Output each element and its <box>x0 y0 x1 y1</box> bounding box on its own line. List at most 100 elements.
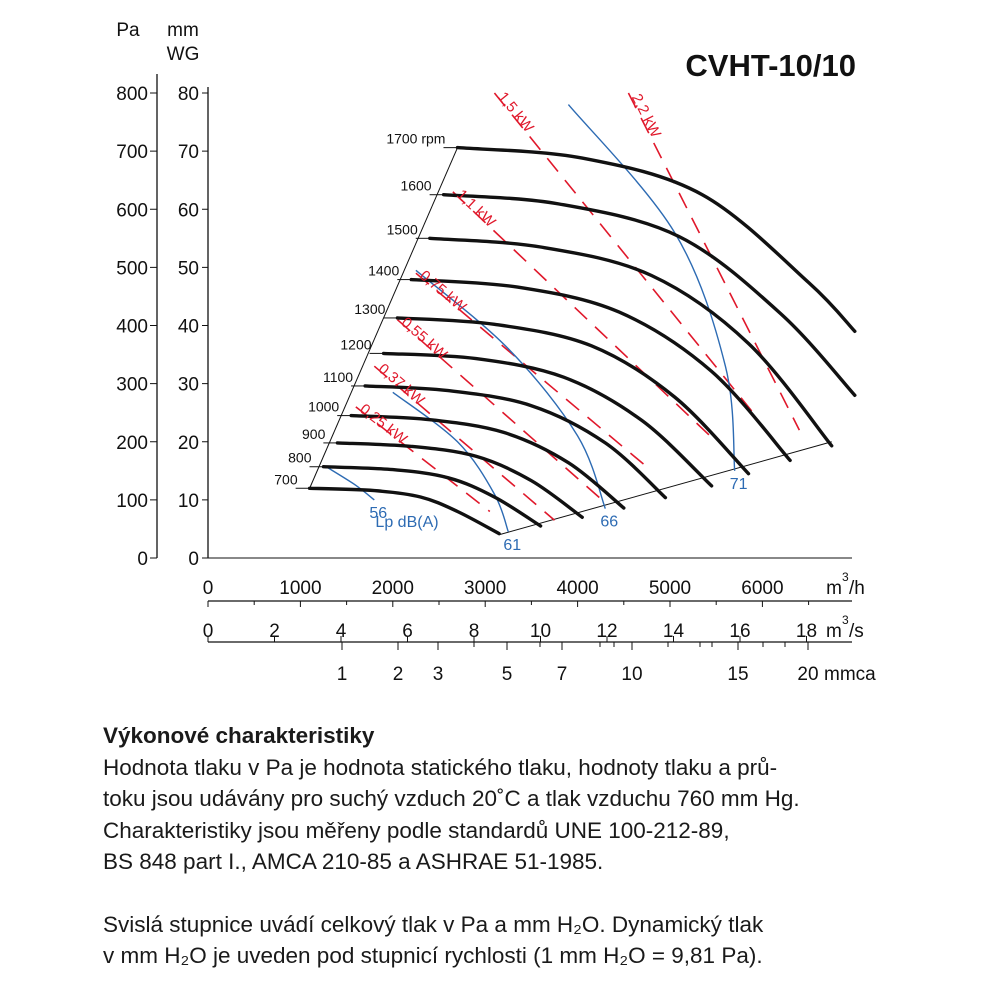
y-tick-label-pa: 400 <box>116 317 148 338</box>
speed-curve-1500-rpm <box>428 236 834 448</box>
power-line-label: 2,2 kW <box>628 91 665 141</box>
power-line-label: 1,1 kW <box>453 186 499 231</box>
x-tick-label-mmca: 15 <box>727 664 748 685</box>
bottom-boundary-line <box>498 441 832 536</box>
speed-curve-1000-rpm <box>349 413 626 510</box>
x-tick-label-m3s: 14 <box>663 621 685 642</box>
power-line-label: 1,5 kW <box>494 89 537 137</box>
x-tick-label-m3h: 5000 <box>649 578 691 599</box>
y-tick-label-pa: 0 <box>137 549 148 570</box>
labels-layer: 0,25 kW0,37 kW0,55 kW0,75 kW1,1 kW1,5 kW… <box>274 89 747 554</box>
x-axis-unit-m3h-rest: /h <box>849 578 865 599</box>
speed-curve-700-rpm <box>307 486 501 536</box>
sound-curves-layer <box>327 104 736 533</box>
x-tick-label-mmca: 5 <box>502 664 513 685</box>
power-line-4 <box>452 191 717 443</box>
x-tick-label-mmca: 1 <box>337 664 348 685</box>
sound-curve-71 <box>567 104 736 471</box>
power-line-6 <box>627 92 801 431</box>
x-axis-unit-m3h-sup: 3 <box>842 570 849 584</box>
y-tick-label-pa: 100 <box>116 491 148 512</box>
speed-curve-label: 1500 <box>387 221 418 237</box>
y-tick-label-pa: 500 <box>116 258 148 279</box>
power-line-1 <box>373 365 556 521</box>
x-tick-label-m3s: 16 <box>729 621 750 642</box>
description-line-1: Hodnota tlaku v Pa je hodnota statického… <box>103 754 778 780</box>
power-line-2 <box>396 319 606 504</box>
sound-curve-66 <box>415 269 606 509</box>
speed-curve-label: 1400 <box>368 263 399 279</box>
power-line-label: 0,25 kW <box>356 401 410 449</box>
description-heading: Výkonové charakteristiky <box>103 723 375 748</box>
y-axis-label-wg: WG <box>167 44 200 65</box>
y-axis-label-mm: mm <box>167 20 199 41</box>
y-tick-label-pa: 300 <box>116 375 148 396</box>
speed-curve-1700-rpm <box>455 145 857 333</box>
x-axis-unit-m3s: m <box>826 621 842 642</box>
y-tick-label-mmwg: 70 <box>178 142 199 163</box>
x-tick-label-m3h: 4000 <box>556 578 598 599</box>
x-tick-label-m3h: 2000 <box>372 578 414 599</box>
power-line-3 <box>415 272 653 472</box>
description-line-3: Charakteristiky jsou měřeny podle standa… <box>103 817 730 843</box>
speed-curve-1200-rpm <box>381 351 714 488</box>
speed-curve-label: 1200 <box>340 336 371 352</box>
x-axis-unit-m3h: m <box>826 578 842 599</box>
x-tick-label-m3h: 1000 <box>279 578 321 599</box>
x-tick-label-m3s: 8 <box>469 621 480 642</box>
x-tick-label-m3h: 0 <box>203 578 214 599</box>
x-tick-label-m3h: 3000 <box>464 578 506 599</box>
sound-curve-56 <box>327 467 375 501</box>
speed-curves-layer <box>307 145 857 536</box>
x-tick-label-mmca: 7 <box>557 664 568 685</box>
speed-curve-label: 1000 <box>308 399 339 415</box>
y-tick-label-mmwg: 60 <box>178 200 199 221</box>
x-tick-label-m3s: 2 <box>269 621 280 642</box>
sound-curve-label: 66 <box>600 514 618 531</box>
speed-curve-1600-rpm <box>441 193 857 397</box>
y-tick-label-mmwg: 20 <box>178 433 199 454</box>
description-line-6: v mm H₂O je uveden pod stupnicí rychlost… <box>103 943 763 968</box>
x-tick-label-m3h: 6000 <box>741 578 783 599</box>
speed-curve-1300-rpm <box>395 316 751 476</box>
y-axis-label-pa: Pa <box>116 20 140 41</box>
speed-curve-label: 900 <box>302 426 326 442</box>
y-tick-label-pa: 700 <box>116 142 148 163</box>
y-tick-label-mmwg: 40 <box>178 317 199 338</box>
x-tick-label-m3s: 18 <box>796 621 817 642</box>
chart-title: CVHT-10/10 <box>685 48 856 83</box>
sound-curve-label: 71 <box>730 476 748 493</box>
x-tick-label-mmca: 10 <box>621 664 642 685</box>
x-axis-unit-mmca: mmca <box>824 664 876 685</box>
y-tick-label-mmwg: 30 <box>178 375 199 396</box>
description-line-4: BS 848 part I., AMCA 210-85 a ASHRAE 51-… <box>103 849 604 874</box>
x-tick-label-m3s: 12 <box>596 621 617 642</box>
power-lines-layer <box>355 92 801 521</box>
x-tick-label-m3s: 0 <box>203 621 214 642</box>
y-tick-label-pa: 800 <box>116 84 148 105</box>
power-line-0 <box>355 406 491 513</box>
y-tick-label-mmwg: 50 <box>178 258 199 279</box>
sound-curve-61 <box>392 391 509 533</box>
speed-curve-label: 1600 <box>400 178 431 194</box>
description-line-5: Svislá stupnice uvádí celkový tlak v Pa … <box>103 911 764 937</box>
fan-performance-chart: CVHT-10/10 Pa mm WG Lp dB(A) 01002003004… <box>116 20 876 685</box>
x-axis-unit-m3s-rest: /s <box>849 621 864 642</box>
sound-curve-label: 61 <box>503 537 521 554</box>
power-line-5 <box>493 92 759 420</box>
speed-curve-1400-rpm <box>409 277 792 463</box>
speed-curve-800-rpm <box>321 465 543 528</box>
speed-curve-label: 800 <box>288 450 312 466</box>
axes-layer: 0100200300400500600700800010203040506070… <box>116 74 876 685</box>
y-tick-label-pa: 600 <box>116 200 148 221</box>
description-line-2: toku jsou udávány pro suchý vzduch 20˚C … <box>103 786 800 811</box>
x-tick-label-m3s: 6 <box>402 621 413 642</box>
sound-axis-label: Lp dB(A) <box>375 514 438 531</box>
speed-curve-900-rpm <box>335 441 584 519</box>
speed-curve-label: 1300 <box>354 301 385 317</box>
x-axis-unit-m3s-sup: 3 <box>842 613 849 627</box>
x-tick-label-m3s: 10 <box>530 621 551 642</box>
x-tick-label-mmca: 2 <box>393 664 404 685</box>
sound-curve-label: 56 <box>369 505 387 522</box>
description-block: Výkonové charakteristiky Hodnota tlaku v… <box>103 720 983 972</box>
